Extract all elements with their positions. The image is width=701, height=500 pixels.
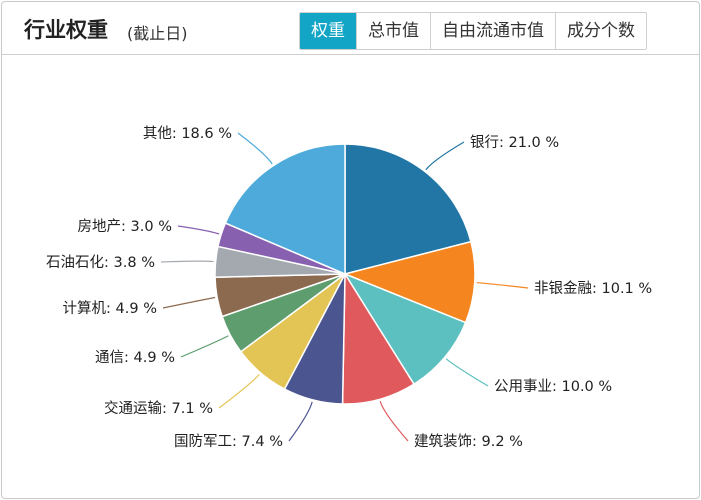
leader-line bbox=[425, 141, 465, 171]
slice-label: 房地产: 3.0 % bbox=[78, 218, 172, 235]
slice-label: 非银金融: 10.1 % bbox=[534, 280, 652, 297]
panel-header: 行业权重 (截止日) 权重 总市值 自由流通市值 成分个数 bbox=[2, 2, 699, 55]
leader-line bbox=[162, 296, 216, 309]
tab-constituent-count[interactable]: 成分个数 bbox=[555, 13, 646, 49]
tab-weight[interactable]: 权重 bbox=[300, 13, 356, 49]
slice-label: 公用事业: 10.0 % bbox=[494, 378, 612, 395]
leader-line bbox=[180, 335, 229, 358]
pie-slice[interactable] bbox=[342, 240, 476, 324]
leader-line bbox=[476, 282, 529, 289]
slice-label: 交通运输: 7.1 % bbox=[104, 399, 213, 417]
leader-line bbox=[218, 373, 260, 409]
leader-line bbox=[288, 401, 313, 442]
slice-label: 石油石化: 3.8 % bbox=[46, 254, 155, 271]
slice-label: 银行: 21.0 % bbox=[470, 134, 559, 151]
slice-label: 其他: 18.6 % bbox=[143, 125, 232, 142]
tab-total-market-cap[interactable]: 总市值 bbox=[356, 13, 430, 49]
panel-subtitle: (截止日) bbox=[127, 24, 188, 43]
pie-slice[interactable] bbox=[344, 143, 472, 275]
leader-line bbox=[160, 260, 214, 263]
leader-line bbox=[379, 401, 409, 442]
leader-line bbox=[445, 358, 489, 387]
leader-line bbox=[177, 225, 220, 235]
panel-title: 行业权重 bbox=[24, 18, 108, 42]
tab-free-float-market-cap[interactable]: 自由流通市值 bbox=[430, 13, 555, 49]
metric-tabs: 权重 总市值 自由流通市值 成分个数 bbox=[299, 12, 647, 50]
pie-slice[interactable] bbox=[224, 143, 346, 276]
slice-label: 计算机: 4.9 % bbox=[63, 300, 157, 317]
slice-label: 建筑装饰: 9.2 % bbox=[414, 433, 523, 450]
slice-label: 国防军工: 7.4 % bbox=[174, 433, 283, 450]
slice-label: 通信: 4.9 % bbox=[95, 349, 175, 366]
leader-line bbox=[237, 132, 273, 165]
pie-slice[interactable] bbox=[343, 272, 467, 386]
